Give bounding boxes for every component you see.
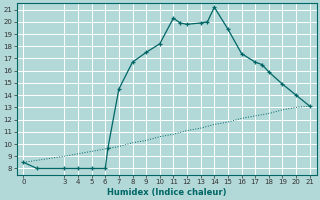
X-axis label: Humidex (Indice chaleur): Humidex (Indice chaleur) <box>107 188 226 197</box>
